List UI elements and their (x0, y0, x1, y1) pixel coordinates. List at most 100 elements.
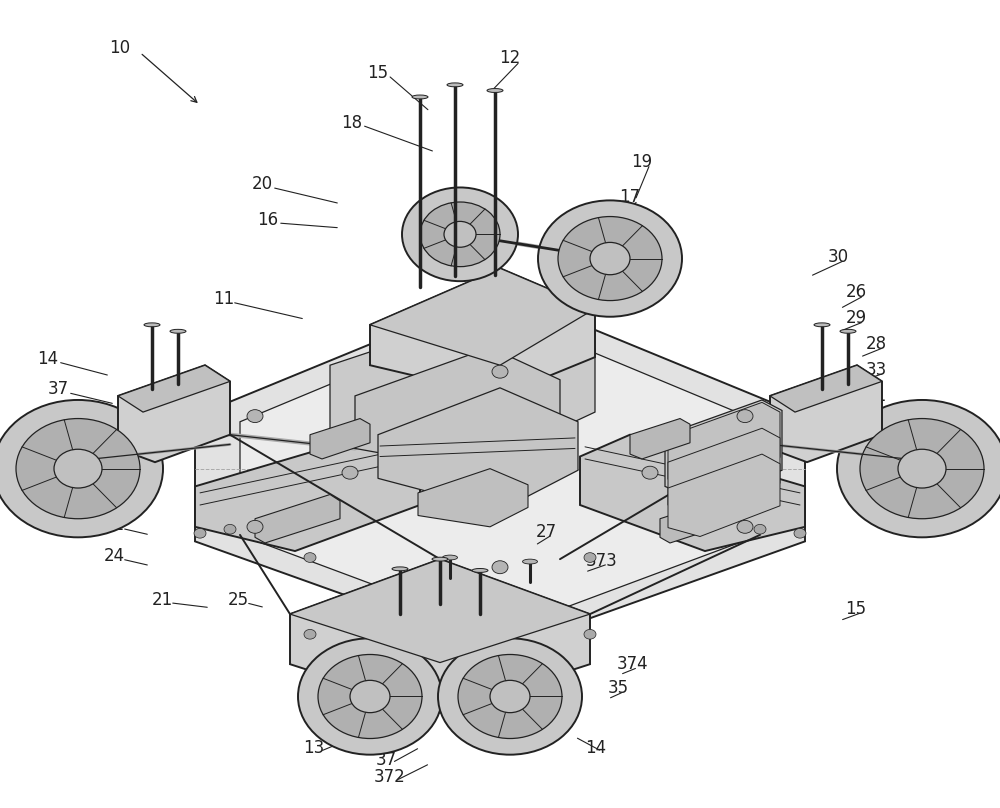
Polygon shape (630, 419, 690, 459)
Circle shape (860, 419, 984, 519)
Ellipse shape (472, 569, 488, 572)
Text: 27: 27 (535, 523, 557, 541)
Text: 11: 11 (213, 290, 235, 308)
Polygon shape (580, 435, 805, 551)
Polygon shape (668, 454, 780, 537)
Circle shape (558, 217, 662, 301)
Circle shape (590, 242, 630, 275)
Text: 37: 37 (375, 751, 397, 768)
Text: 14: 14 (585, 739, 607, 757)
Text: 15: 15 (367, 64, 389, 82)
Ellipse shape (170, 330, 186, 333)
Text: 374: 374 (616, 655, 648, 673)
Text: 28: 28 (865, 335, 887, 353)
Circle shape (898, 449, 946, 488)
Text: 13: 13 (303, 739, 325, 757)
Circle shape (794, 528, 806, 538)
Polygon shape (668, 402, 780, 488)
Circle shape (584, 629, 596, 639)
Circle shape (737, 520, 753, 533)
Text: 16: 16 (257, 211, 279, 229)
Text: 24: 24 (103, 547, 125, 565)
Ellipse shape (144, 323, 160, 326)
Text: 14: 14 (37, 350, 59, 368)
Circle shape (350, 680, 390, 713)
Circle shape (538, 200, 682, 317)
Polygon shape (195, 435, 420, 551)
Text: 372: 372 (374, 768, 406, 786)
Polygon shape (770, 365, 882, 412)
Ellipse shape (432, 558, 448, 561)
Polygon shape (290, 559, 590, 663)
Polygon shape (370, 268, 595, 396)
Polygon shape (355, 347, 560, 473)
Circle shape (304, 553, 316, 562)
Polygon shape (310, 419, 370, 459)
Ellipse shape (447, 83, 463, 86)
Circle shape (224, 524, 236, 534)
Circle shape (247, 520, 263, 533)
Ellipse shape (487, 89, 503, 92)
Text: 30: 30 (827, 248, 849, 266)
Circle shape (492, 365, 508, 378)
Text: 20: 20 (251, 175, 273, 193)
Ellipse shape (522, 559, 538, 564)
Circle shape (444, 221, 476, 247)
Circle shape (492, 561, 508, 574)
Circle shape (16, 419, 140, 519)
Polygon shape (118, 365, 230, 412)
Text: 33: 33 (865, 361, 887, 379)
Polygon shape (378, 388, 578, 511)
Circle shape (420, 202, 500, 267)
Circle shape (837, 400, 1000, 537)
Circle shape (304, 629, 316, 639)
Text: 26: 26 (845, 284, 867, 301)
Text: 13: 13 (929, 413, 951, 431)
Circle shape (642, 466, 658, 479)
Circle shape (490, 680, 530, 713)
Polygon shape (290, 559, 590, 713)
Text: 32: 32 (473, 489, 495, 507)
Polygon shape (770, 365, 882, 462)
Circle shape (342, 466, 358, 479)
Polygon shape (195, 291, 805, 650)
Circle shape (54, 449, 102, 488)
Ellipse shape (392, 567, 408, 570)
Polygon shape (118, 365, 230, 462)
Ellipse shape (840, 330, 856, 333)
Polygon shape (330, 309, 595, 457)
Circle shape (194, 528, 206, 538)
Circle shape (247, 410, 263, 423)
Text: 12: 12 (29, 413, 51, 431)
Ellipse shape (442, 555, 458, 560)
Text: 12: 12 (499, 49, 521, 67)
Circle shape (0, 400, 163, 537)
Circle shape (298, 638, 442, 755)
Polygon shape (668, 428, 780, 514)
Text: 34: 34 (465, 450, 487, 468)
Ellipse shape (412, 95, 428, 99)
Text: 35: 35 (607, 680, 629, 697)
Circle shape (584, 553, 596, 562)
Text: 29: 29 (845, 309, 867, 327)
Text: 19: 19 (631, 153, 653, 170)
Polygon shape (418, 469, 528, 527)
Ellipse shape (814, 323, 830, 326)
Text: 371: 371 (366, 715, 398, 733)
Text: 22: 22 (103, 516, 125, 534)
Circle shape (458, 654, 562, 739)
Polygon shape (240, 314, 760, 632)
Circle shape (754, 524, 766, 534)
Circle shape (737, 410, 753, 423)
Polygon shape (665, 400, 782, 501)
Text: 31: 31 (865, 387, 887, 405)
Text: 17: 17 (619, 188, 641, 206)
Circle shape (438, 638, 582, 755)
Text: 21: 21 (151, 591, 173, 608)
Text: 10: 10 (109, 40, 131, 57)
Polygon shape (370, 268, 595, 365)
Polygon shape (660, 494, 745, 543)
Text: 15: 15 (845, 600, 867, 618)
Circle shape (402, 187, 518, 281)
Circle shape (318, 654, 422, 739)
